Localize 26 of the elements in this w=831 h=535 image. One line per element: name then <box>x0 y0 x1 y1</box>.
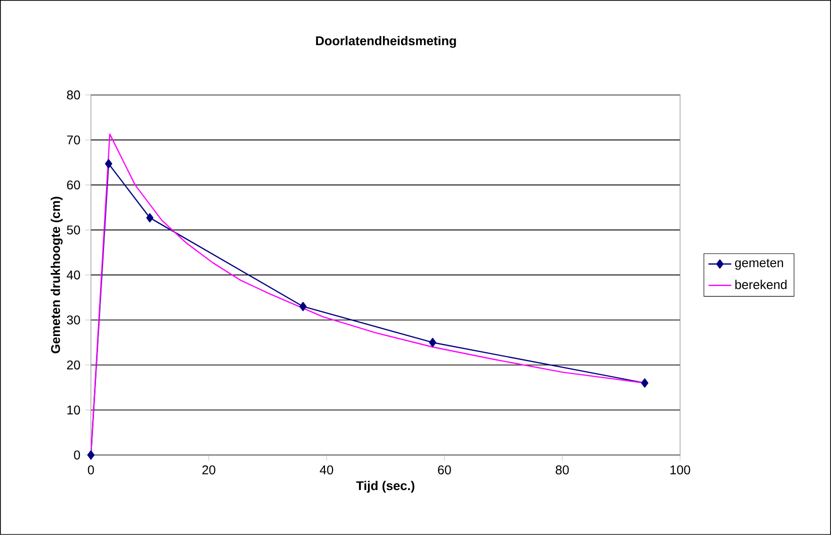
y-tick-label: 50 <box>66 225 80 234</box>
point <box>641 378 648 388</box>
point <box>87 450 95 460</box>
x-tick-label: 40 <box>320 465 334 474</box>
y-tick-label: 40 <box>66 270 80 280</box>
point <box>146 213 154 222</box>
x-tick-label: 20 <box>202 465 216 474</box>
y-tick-label: 70 <box>67 135 80 144</box>
x-tick-label: 100 <box>670 465 690 474</box>
chart-title: Doorlatendheidsmeting <box>316 36 456 48</box>
y-tick-label: 0 <box>74 450 80 460</box>
point <box>105 159 112 168</box>
y-tick-label: 30 <box>66 316 80 324</box>
legend-label: gemeten <box>735 258 784 270</box>
y-tick-label: 60 <box>67 180 80 190</box>
point <box>299 302 307 312</box>
point <box>429 338 436 348</box>
y-tick-label: 20 <box>67 360 80 370</box>
y-tick-label: 80 <box>66 90 80 100</box>
x-tick-label: 80 <box>556 465 569 474</box>
x-tick-label: 60 <box>438 465 451 474</box>
x-tick-label: 0 <box>88 465 94 474</box>
y-axis-title: Gemeten drukhoogte (cm) <box>50 196 63 354</box>
y-tick-label: 10 <box>67 406 80 415</box>
x-axis-title: Tijd (sec.) <box>356 480 414 493</box>
legend-label: berekend <box>735 280 787 290</box>
